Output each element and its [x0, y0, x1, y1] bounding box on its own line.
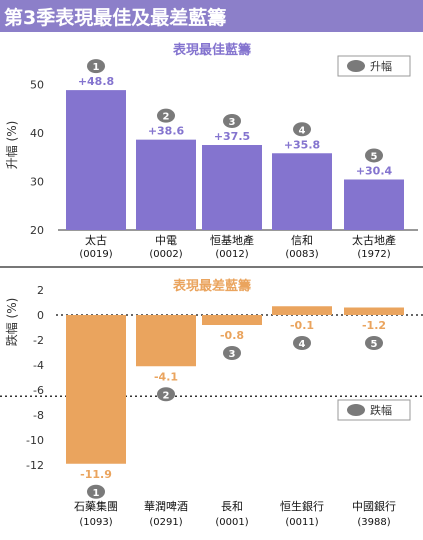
y-tick-label-4: -6 [33, 384, 44, 397]
bar-0 [66, 90, 126, 230]
rank-badge-0 [87, 59, 105, 74]
data-label-2: +37.5 [214, 130, 250, 143]
bar-1 [136, 315, 196, 367]
data-label-3: -0.1 [290, 319, 314, 332]
category-code-4: (1972) [357, 249, 390, 260]
y-tick-label-7: -12 [26, 459, 44, 472]
y-axis-label: 跌幅 (%) [4, 298, 19, 347]
chart-title: 表現最佳藍籌 [172, 42, 251, 58]
category-label-4: 太古地產 [352, 233, 396, 247]
title-bar: 第3季表現最佳及最差藍籌 [0, 0, 423, 32]
category-code-4: (3988) [357, 517, 390, 528]
data-label-4: +30.4 [356, 164, 393, 177]
data-label-2: -0.8 [220, 329, 244, 342]
rank-badge-4 [365, 336, 383, 350]
category-code-0: (1093) [79, 517, 112, 528]
y-axis-label: 升幅 (%) [4, 121, 19, 170]
bar-1 [136, 139, 196, 230]
rank-badge-1 [157, 108, 175, 123]
legend-label: 升幅 [370, 60, 392, 73]
bar-3 [272, 153, 332, 230]
category-label-2: 恒基地產 [210, 233, 254, 247]
rank-badge-number-3: 4 [299, 125, 306, 136]
y-tick-label-1: 0 [37, 309, 44, 322]
category-code-2: (0012) [215, 249, 248, 260]
rank-badge-4 [365, 148, 383, 163]
rank-badge-number-3: 4 [299, 339, 306, 350]
page-title: 第3季表現最佳及最差藍籌 [4, 7, 227, 29]
category-label-0: 太古 [85, 234, 107, 247]
bar-4 [344, 179, 404, 230]
category-label-4: 中國銀行 [352, 499, 396, 513]
data-label-1: -4.1 [154, 370, 178, 383]
category-code-2: (0001) [215, 517, 248, 528]
y-tick-label-0: 50 [30, 78, 44, 91]
rank-badge-number-2: 3 [229, 117, 236, 128]
rank-badge-number-0: 1 [93, 62, 100, 73]
rank-badge-number-4: 5 [371, 151, 378, 162]
y-tick-label-0: 2 [37, 284, 44, 297]
rank-badge-0 [87, 484, 105, 499]
rank-badge-3 [293, 122, 311, 137]
rank-badge-number-2: 3 [229, 349, 236, 360]
bar-4 [344, 307, 404, 315]
rank-badge-2 [223, 114, 241, 128]
rank-badge-number-1: 2 [163, 390, 170, 401]
data-label-4: -1.2 [362, 319, 386, 332]
data-label-3: +35.8 [284, 138, 320, 151]
category-label-3: 恒生銀行 [280, 499, 324, 513]
bar-3 [272, 306, 332, 315]
y-tick-label-6: -10 [26, 434, 44, 447]
legend-swatch [347, 404, 365, 416]
rank-badge-number-1: 2 [163, 112, 170, 123]
rank-badge-number-4: 5 [371, 339, 378, 350]
y-tick-label-5: -8 [33, 409, 44, 422]
y-tick-label-2: 30 [30, 175, 44, 188]
bar-0 [66, 315, 126, 464]
category-code-3: (0011) [285, 517, 318, 528]
rank-badge-2 [223, 346, 241, 360]
rank-badge-1 [157, 387, 175, 402]
category-code-3: (0083) [285, 249, 318, 260]
y-tick-label-3: -4 [33, 359, 44, 372]
y-tick-label-2: -2 [33, 334, 44, 347]
category-label-1: 中電 [155, 234, 177, 247]
data-label-1: +38.6 [148, 125, 185, 138]
rank-badge-number-0: 1 [93, 488, 100, 499]
bar-2 [202, 315, 262, 325]
y-tick-label-3: 20 [30, 224, 44, 237]
data-label-0: -11.9 [80, 468, 112, 481]
divider [0, 266, 423, 268]
category-code-1: (0291) [149, 517, 182, 528]
category-label-1: 華潤啤酒 [144, 499, 188, 513]
category-label-0: 石藥集團 [74, 499, 118, 513]
category-code-0: (0019) [79, 249, 112, 260]
legend-swatch [347, 60, 365, 72]
data-label-0: +48.8 [78, 75, 114, 88]
bar-2 [202, 145, 262, 230]
category-code-1: (0002) [149, 249, 182, 260]
y-tick-label-1: 40 [30, 127, 44, 140]
rank-badge-3 [293, 336, 311, 350]
category-label-3: 信和 [291, 234, 313, 247]
legend-label: 跌幅 [370, 403, 392, 417]
chart-title: 表現最差藍籌 [172, 278, 251, 294]
category-label-2: 長和 [221, 500, 243, 513]
